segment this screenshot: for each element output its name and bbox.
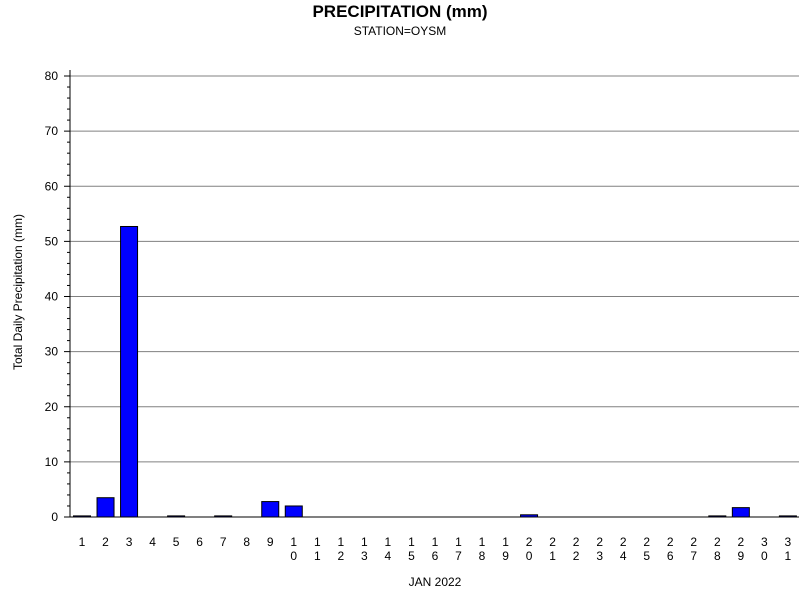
bar-day-28 — [708, 515, 727, 518]
bar-day-2 — [96, 497, 115, 518]
y-tick-label: 60 — [45, 179, 59, 193]
bars — [73, 225, 797, 518]
x-tick-label: 3 — [126, 535, 133, 549]
bar-day-7 — [214, 515, 233, 518]
bar-day-20 — [520, 514, 539, 518]
bar-day-10 — [284, 505, 303, 518]
y-tick-label: 80 — [45, 69, 59, 83]
bar-day-29 — [731, 507, 750, 518]
x-tick-label: 1 — [79, 535, 86, 549]
y-tick-labels: 0 10 20 30 40 50 60 70 80 — [45, 69, 59, 524]
y-tick-label: 40 — [45, 290, 59, 304]
x-tick-label: 4 — [149, 535, 156, 549]
axes — [64, 70, 799, 518]
y-tick-label: 10 — [45, 455, 59, 469]
x-tick-labels: 1 2 3 4 5 6 7 8 9 1 01 11 21 31 41 51 61 71 81 92 02 12 22 32 42… — [79, 535, 792, 563]
bar-day-31 — [778, 515, 797, 518]
y-tick-label: 20 — [45, 400, 59, 414]
x-tick-label: 2 — [102, 535, 109, 549]
x-tick-label: 5 — [173, 535, 180, 549]
gridlines — [70, 75, 799, 463]
bar-day-1 — [73, 515, 91, 518]
y-tick-label: 0 — [51, 510, 58, 524]
y-tick-label: 30 — [45, 345, 59, 359]
bar-day-3 — [120, 225, 139, 518]
bar-day-9 — [261, 501, 280, 518]
bar-day-5 — [167, 515, 186, 518]
y-tick-label: 70 — [45, 124, 59, 138]
x-tick-label: 8 — [243, 535, 250, 549]
chart-subtitle: STATION=OYSM — [354, 24, 447, 38]
x-axis-label: JAN 2022 — [409, 575, 462, 589]
x-tick-label: 7 — [220, 535, 227, 549]
chart-title: PRECIPITATION (mm) — [312, 2, 487, 21]
x-tick-label: 9 — [267, 535, 274, 549]
y-tick-label: 50 — [45, 234, 59, 248]
x-tick-label: 6 — [196, 535, 203, 549]
y-axis-label: Total Daily Precipitation (mm) — [11, 214, 25, 370]
